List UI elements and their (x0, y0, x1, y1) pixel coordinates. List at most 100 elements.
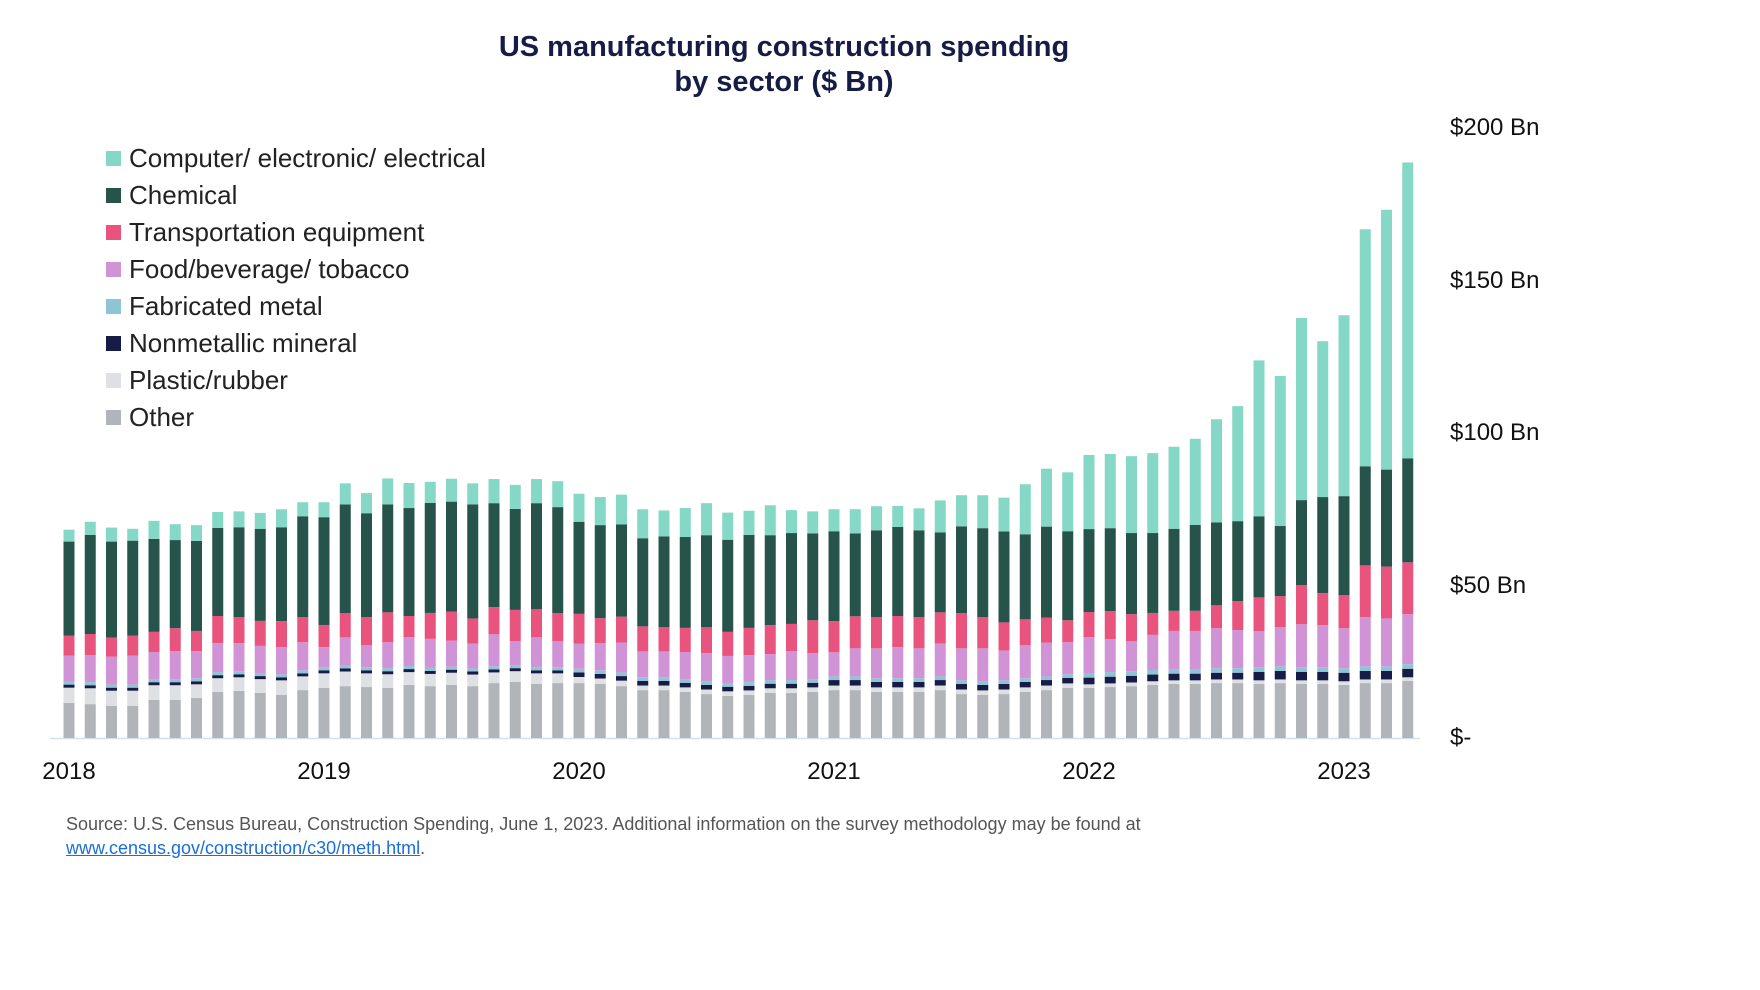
bar-segment-chemical (913, 530, 925, 618)
bar-stack (446, 478, 457, 738)
bar-segment-chemical (892, 526, 904, 616)
bar-segment-computer-electronic-electrical (956, 495, 967, 527)
bar-stack (1338, 315, 1350, 738)
bar-segment-fabricated-metal (509, 665, 521, 669)
bar-segment-computer-electronic-electrical (934, 500, 946, 533)
bar-segment-nonmetallic-mineral (254, 676, 266, 680)
bar-segment-nonmetallic-mineral (318, 670, 330, 674)
bar-segment-plastic-rubber (1189, 680, 1201, 685)
bar-segment-plastic-rubber (424, 673, 436, 687)
bar-segment-nonmetallic-mineral (1211, 672, 1222, 680)
bar-segment-computer-electronic-electrical (1019, 484, 1031, 535)
bar-segment-transportation-equipment (977, 617, 989, 649)
bar-segment-other (1019, 691, 1031, 738)
bar-segment-transportation-equipment (1062, 620, 1074, 643)
bar-segment-transportation-equipment (934, 612, 946, 644)
bar-segment-food-beverage-tobacco (1019, 645, 1031, 679)
bar-segment-chemical (637, 538, 649, 627)
bar-segment-chemical (127, 540, 139, 636)
bar-segment-transportation-equipment (1381, 566, 1392, 619)
bar-segment-chemical (1168, 528, 1180, 611)
bar-segment-computer-electronic-electrical (233, 511, 245, 528)
bar-segment-nonmetallic-mineral (191, 681, 202, 685)
bar-segment-nonmetallic-mineral (1126, 675, 1137, 683)
bar-segment-transportation-equipment (1296, 585, 1307, 625)
bar-stack (84, 521, 96, 738)
bar-segment-other (1338, 684, 1350, 738)
bar-segment-other (446, 684, 457, 738)
bar-segment-nonmetallic-mineral (106, 687, 117, 691)
bar-segment-other (191, 698, 202, 738)
bar-segment-other (892, 691, 904, 738)
bar-segment-chemical (1232, 521, 1244, 602)
bar-segment-nonmetallic-mineral (1317, 671, 1329, 681)
bar-segment-chemical (84, 534, 96, 634)
bar-segment-plastic-rubber (488, 672, 500, 684)
bar-segment-nonmetallic-mineral (637, 680, 649, 686)
bar-segment-other (212, 691, 224, 738)
bar-segment-other (509, 681, 521, 738)
bar-segment-transportation-equipment (786, 623, 797, 652)
bar-segment-fabricated-metal (573, 668, 585, 673)
bar-segment-food-beverage-tobacco (849, 648, 861, 677)
bar-segment-fabricated-metal (106, 684, 117, 688)
bar-segment-food-beverage-tobacco (722, 655, 734, 684)
bar-segment-other (169, 699, 181, 738)
bar-segment-chemical (446, 501, 457, 612)
bar-segment-plastic-rubber (276, 680, 287, 695)
bar-segment-food-beverage-tobacco (1147, 634, 1159, 670)
bar-segment-transportation-equipment (658, 627, 670, 652)
bar-segment-transportation-equipment (1211, 605, 1222, 629)
bar-segment-nonmetallic-mineral (1041, 680, 1052, 686)
bar-segment-other (1041, 690, 1052, 738)
bar-segment-nonmetallic-mineral (786, 683, 797, 689)
bar-segment-chemical (361, 513, 372, 618)
bar-segment-plastic-rubber (871, 687, 882, 692)
bar-segment-computer-electronic-electrical (276, 509, 287, 528)
bar-segment-computer-electronic-electrical (892, 505, 904, 527)
bar-segment-plastic-rubber (1402, 677, 1414, 681)
bar-segment-nonmetallic-mineral (1402, 668, 1414, 678)
bar-stack (106, 527, 117, 738)
bar-segment-plastic-rubber (63, 687, 75, 703)
bar-segment-fabricated-metal (786, 680, 797, 684)
bar-segment-other (339, 686, 351, 738)
bar-segment-other (1359, 683, 1371, 738)
legend-item: Other (106, 399, 486, 436)
source-link[interactable]: www.census.gov/construction/c30/meth.htm… (66, 838, 421, 858)
bar-stack (424, 481, 436, 738)
bar-segment-transportation-equipment (1338, 595, 1350, 629)
bar-segment-nonmetallic-mineral (531, 670, 542, 674)
bar-stack (934, 500, 946, 738)
bar-segment-other (743, 694, 755, 738)
bar-segment-plastic-rubber (1083, 684, 1095, 688)
bar-segment-nonmetallic-mineral (148, 682, 160, 686)
bar-segment-nonmetallic-mineral (956, 684, 967, 690)
bar-segment-transportation-equipment (424, 612, 436, 639)
bar-segment-plastic-rubber (446, 672, 457, 685)
bar-segment-other (977, 694, 989, 738)
bar-segment-plastic-rubber (956, 689, 967, 695)
source-text: Source: U.S. Census Bureau, Construction… (66, 814, 1141, 834)
bar-segment-chemical (297, 516, 309, 618)
bar-segment-fabricated-metal (679, 679, 691, 683)
bar-segment-computer-electronic-electrical (1211, 419, 1222, 523)
bar-segment-transportation-equipment (1126, 614, 1137, 642)
bar-segment-nonmetallic-mineral (743, 685, 755, 691)
legend-swatch (106, 373, 121, 388)
bar-stack (658, 510, 670, 738)
bar-segment-nonmetallic-mineral (658, 680, 670, 686)
bar-segment-plastic-rubber (679, 687, 691, 692)
bar-segment-plastic-rubber (1253, 680, 1265, 685)
x-tick-label: 2019 (297, 758, 351, 785)
bar-segment-fabricated-metal (1402, 664, 1414, 669)
bar-segment-food-beverage-tobacco (233, 643, 245, 672)
bar-segment-chemical (1253, 516, 1265, 598)
bar-segment-plastic-rubber (106, 690, 117, 706)
bar-segment-food-beverage-tobacco (594, 643, 606, 671)
bar-segment-nonmetallic-mineral (764, 683, 776, 689)
bar-segment-chemical (1041, 526, 1052, 618)
bar-segment-other (127, 705, 139, 738)
bar-segment-other (467, 686, 479, 738)
bar-segment-plastic-rubber (148, 685, 160, 700)
